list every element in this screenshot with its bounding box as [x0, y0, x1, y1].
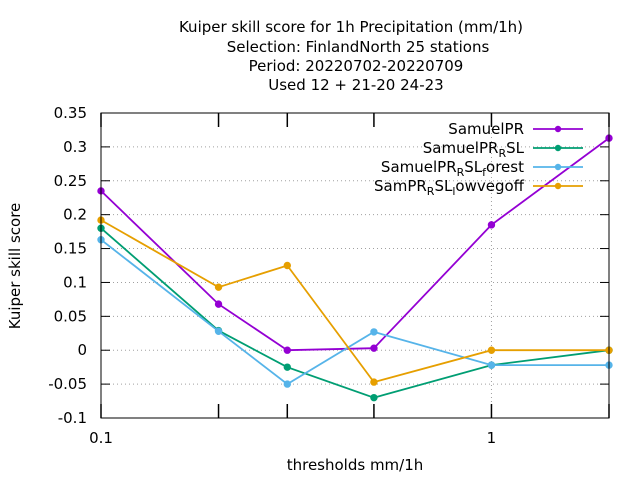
legend-sample-marker — [554, 125, 562, 133]
x-tick-label: 0.1 — [89, 429, 113, 447]
legend-sample-marker — [554, 182, 562, 190]
series-line — [100, 227, 610, 399]
series-SamuelPR_RSL — [97, 224, 613, 402]
data-point — [283, 261, 291, 270]
x-axis-label: thresholds mm/1h — [287, 456, 424, 474]
legend-label-subscript: R — [457, 166, 465, 179]
y-tick-label: 0.2 — [63, 206, 87, 224]
y-tick-label: -0.1 — [58, 409, 87, 427]
series-line — [100, 238, 609, 386]
y-tick-label: 0.3 — [63, 138, 87, 156]
data-point — [214, 300, 223, 308]
legend-label-part: SL — [506, 139, 525, 157]
legend-sample-marker — [554, 163, 562, 171]
legend-label: SamuelPRRSL — [423, 139, 525, 160]
data-point — [370, 344, 378, 352]
y-tick-label: 0.25 — [54, 172, 87, 190]
legend-label-subscript: f — [482, 166, 487, 179]
legend-label-part: SL — [434, 177, 453, 195]
data-point — [283, 363, 291, 371]
chart-title-line-1: Kuiper skill score for 1h Precipitation … — [179, 18, 523, 36]
y-tick-label: 0.35 — [54, 104, 87, 122]
legend-entry: SamuelPRRSLforest — [381, 158, 583, 179]
legend-entry: SamPRRSLlowvegoff — [374, 177, 583, 198]
series-line — [100, 137, 610, 352]
y-axis-label: Kuiper skill score — [6, 203, 24, 330]
legend-label: SamPRRSLlowvegoff — [374, 177, 525, 198]
data-series — [97, 134, 613, 402]
legend-label-part: SamPR — [374, 177, 427, 195]
plot-frame — [100, 112, 610, 419]
series-SamPR_RSL_lowvegoff — [97, 216, 613, 386]
data-point — [370, 393, 378, 402]
legend-entry: SamuelPRRSL — [423, 139, 583, 160]
legend-label-subscript: R — [498, 147, 506, 160]
chart-title-line-2: Selection: FinlandNorth 25 stations — [227, 38, 490, 56]
data-point — [214, 283, 223, 291]
legend-label-part: SamuelPR — [423, 139, 499, 157]
data-point — [487, 221, 496, 229]
series-SamuelPR_RSL_forest — [97, 236, 613, 388]
data-point — [370, 378, 378, 386]
legend-label-part: orest — [486, 158, 524, 176]
legend-label-subscript: l — [452, 185, 455, 198]
y-tick-label: 0.15 — [54, 240, 87, 258]
legend-label: SamuelPRRSLforest — [381, 158, 524, 179]
y-tick-label: 0.1 — [63, 273, 87, 291]
legend-label: SamuelPR — [448, 120, 524, 138]
data-point — [487, 346, 496, 354]
legend: SamuelPRSamuelPRRSLSamuelPRRSLforestSamP… — [374, 120, 583, 198]
legend-sample-marker — [554, 144, 562, 152]
chart-title-line-3: Period: 20220702-20220709 — [249, 57, 464, 75]
data-point — [283, 380, 291, 388]
legend-label-subscript: R — [427, 185, 435, 198]
y-tick-label: -0.05 — [48, 375, 87, 393]
y-tick-label: 0.05 — [54, 307, 87, 325]
legend-label-part: owvegoff — [455, 177, 524, 195]
grid-lines — [101, 113, 609, 418]
chart-title-line-4: Used 12 + 21-20 24-23 — [268, 76, 443, 94]
legend-label-part: SamuelPR — [381, 158, 457, 176]
chart-title: Kuiper skill score for 1h Precipitation … — [179, 18, 523, 94]
data-point — [487, 361, 496, 369]
y-tick-label: 0 — [77, 341, 87, 359]
x-tick-label: 1 — [487, 429, 497, 447]
axis-ticks: 0.350.30.250.20.150.10.050-0.05-0.10.1 1 — [48, 104, 610, 447]
legend-label-part: SamuelPR — [448, 120, 524, 138]
data-point — [283, 346, 291, 354]
legend-entry: SamuelPR — [448, 120, 583, 138]
legend-label-part: SL — [464, 158, 483, 176]
series-line — [100, 219, 609, 384]
data-point — [214, 327, 223, 335]
data-point — [370, 328, 378, 336]
